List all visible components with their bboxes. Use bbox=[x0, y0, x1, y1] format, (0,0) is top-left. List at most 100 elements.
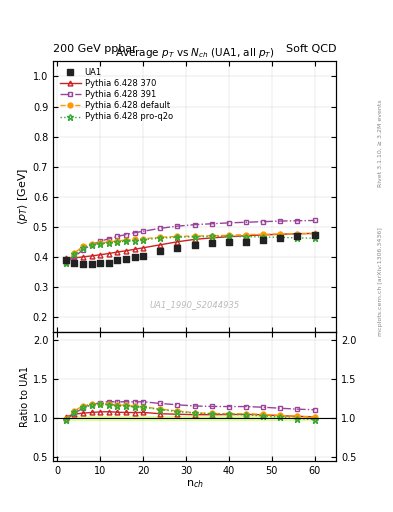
Text: Soft QCD: Soft QCD bbox=[286, 44, 336, 54]
UA1 bbox=[260, 236, 266, 244]
Text: Rivet 3.1.10, ≥ 3.2M events: Rivet 3.1.10, ≥ 3.2M events bbox=[378, 99, 383, 187]
Pythia 6.428 default bbox=[312, 230, 317, 237]
Text: UA1_1990_S2044935: UA1_1990_S2044935 bbox=[149, 301, 240, 309]
Pythia 6.428 391 bbox=[244, 219, 248, 225]
Pythia 6.428 pro-q2o bbox=[175, 234, 180, 240]
Pythia 6.428 default bbox=[295, 230, 300, 237]
Pythia 6.428 391 bbox=[278, 218, 283, 224]
UA1 bbox=[191, 241, 198, 249]
Pythia 6.428 391 bbox=[89, 242, 94, 248]
UA1 bbox=[63, 255, 69, 264]
Pythia 6.428 pro-q2o bbox=[278, 234, 283, 240]
Pythia 6.428 default bbox=[175, 233, 180, 240]
Pythia 6.428 default bbox=[123, 237, 128, 243]
Pythia 6.428 370 bbox=[158, 242, 163, 248]
Pythia 6.428 370 bbox=[175, 239, 180, 245]
UA1 bbox=[209, 239, 215, 247]
Pythia 6.428 370 bbox=[295, 230, 300, 237]
Pythia 6.428 370 bbox=[132, 246, 137, 252]
Pythia 6.428 pro-q2o bbox=[209, 233, 214, 240]
Pythia 6.428 391 bbox=[158, 225, 163, 231]
Pythia 6.428 370 bbox=[312, 230, 317, 237]
Pythia 6.428 391 bbox=[72, 254, 77, 260]
Pythia 6.428 391 bbox=[295, 218, 300, 224]
Pythia 6.428 pro-q2o bbox=[261, 234, 266, 240]
UA1 bbox=[88, 260, 95, 268]
Pythia 6.428 pro-q2o bbox=[312, 235, 317, 241]
Legend: UA1, Pythia 6.428 370, Pythia 6.428 391, Pythia 6.428 default, Pythia 6.428 pro-: UA1, Pythia 6.428 370, Pythia 6.428 391,… bbox=[57, 66, 175, 124]
Pythia 6.428 370 bbox=[115, 249, 120, 255]
UA1 bbox=[80, 260, 86, 268]
Pythia 6.428 pro-q2o bbox=[107, 240, 111, 246]
Pythia 6.428 default bbox=[107, 239, 111, 245]
Pythia 6.428 default bbox=[89, 241, 94, 247]
Line: Pythia 6.428 pro-q2o: Pythia 6.428 pro-q2o bbox=[63, 233, 318, 266]
UA1 bbox=[157, 247, 163, 255]
UA1 bbox=[311, 231, 318, 239]
Pythia 6.428 pro-q2o bbox=[98, 241, 103, 247]
Pythia 6.428 391 bbox=[132, 230, 137, 236]
Pythia 6.428 default bbox=[158, 234, 163, 240]
Pythia 6.428 default bbox=[141, 236, 145, 242]
Pythia 6.428 370 bbox=[123, 248, 128, 254]
UA1 bbox=[97, 260, 103, 268]
Y-axis label: $\langle p_T \rangle$ [GeV]: $\langle p_T \rangle$ [GeV] bbox=[16, 168, 30, 225]
UA1 bbox=[243, 238, 249, 246]
Pythia 6.428 pro-q2o bbox=[244, 233, 248, 240]
UA1 bbox=[140, 252, 146, 260]
Pythia 6.428 default bbox=[192, 233, 197, 239]
Pythia 6.428 pro-q2o bbox=[89, 242, 94, 248]
Pythia 6.428 370 bbox=[192, 237, 197, 243]
Pythia 6.428 pro-q2o bbox=[158, 235, 163, 241]
Pythia 6.428 370 bbox=[64, 255, 68, 261]
Pythia 6.428 370 bbox=[141, 245, 145, 251]
Pythia 6.428 391 bbox=[226, 220, 231, 226]
Pythia 6.428 default bbox=[261, 231, 266, 238]
Pythia 6.428 pro-q2o bbox=[192, 233, 197, 240]
Pythia 6.428 default bbox=[209, 233, 214, 239]
Pythia 6.428 370 bbox=[107, 250, 111, 257]
Pythia 6.428 370 bbox=[261, 232, 266, 238]
Pythia 6.428 391 bbox=[98, 238, 103, 244]
Pythia 6.428 391 bbox=[81, 247, 85, 253]
UA1 bbox=[123, 255, 129, 263]
Pythia 6.428 pro-q2o bbox=[81, 245, 85, 251]
UA1 bbox=[72, 260, 78, 268]
Pythia 6.428 default bbox=[226, 232, 231, 238]
Pythia 6.428 pro-q2o bbox=[132, 238, 137, 244]
Pythia 6.428 pro-q2o bbox=[295, 235, 300, 241]
Pythia 6.428 391 bbox=[175, 223, 180, 229]
UA1 bbox=[174, 244, 180, 252]
Pythia 6.428 391 bbox=[209, 221, 214, 227]
Pythia 6.428 pro-q2o bbox=[64, 260, 68, 266]
Pythia 6.428 default bbox=[81, 243, 85, 249]
Y-axis label: Ratio to UA1: Ratio to UA1 bbox=[20, 366, 30, 427]
Pythia 6.428 391 bbox=[115, 233, 120, 240]
Text: 200 GeV ppbar: 200 GeV ppbar bbox=[53, 44, 137, 54]
Pythia 6.428 391 bbox=[107, 236, 111, 242]
Pythia 6.428 default bbox=[98, 240, 103, 246]
Pythia 6.428 370 bbox=[209, 235, 214, 241]
Pythia 6.428 default bbox=[72, 250, 77, 256]
UA1 bbox=[114, 257, 121, 265]
Pythia 6.428 391 bbox=[192, 222, 197, 228]
UA1 bbox=[294, 232, 301, 241]
Pythia 6.428 default bbox=[64, 259, 68, 265]
Pythia 6.428 391 bbox=[261, 219, 266, 225]
UA1 bbox=[106, 259, 112, 267]
Pythia 6.428 391 bbox=[64, 260, 68, 266]
Pythia 6.428 default bbox=[278, 231, 283, 237]
UA1 bbox=[226, 238, 232, 246]
Pythia 6.428 default bbox=[244, 231, 248, 238]
Pythia 6.428 default bbox=[115, 238, 120, 244]
Title: Average $p_T$ vs $N_{ch}$ (UA1, all $p_T$): Average $p_T$ vs $N_{ch}$ (UA1, all $p_T… bbox=[115, 46, 274, 60]
Pythia 6.428 391 bbox=[123, 231, 128, 238]
Pythia 6.428 391 bbox=[141, 228, 145, 234]
Pythia 6.428 pro-q2o bbox=[123, 238, 128, 244]
Pythia 6.428 370 bbox=[244, 233, 248, 239]
Pythia 6.428 370 bbox=[72, 255, 77, 261]
UA1 bbox=[277, 234, 283, 242]
UA1 bbox=[131, 253, 138, 262]
Line: Pythia 6.428 370: Pythia 6.428 370 bbox=[64, 231, 317, 261]
Line: Pythia 6.428 391: Pythia 6.428 391 bbox=[64, 218, 317, 265]
